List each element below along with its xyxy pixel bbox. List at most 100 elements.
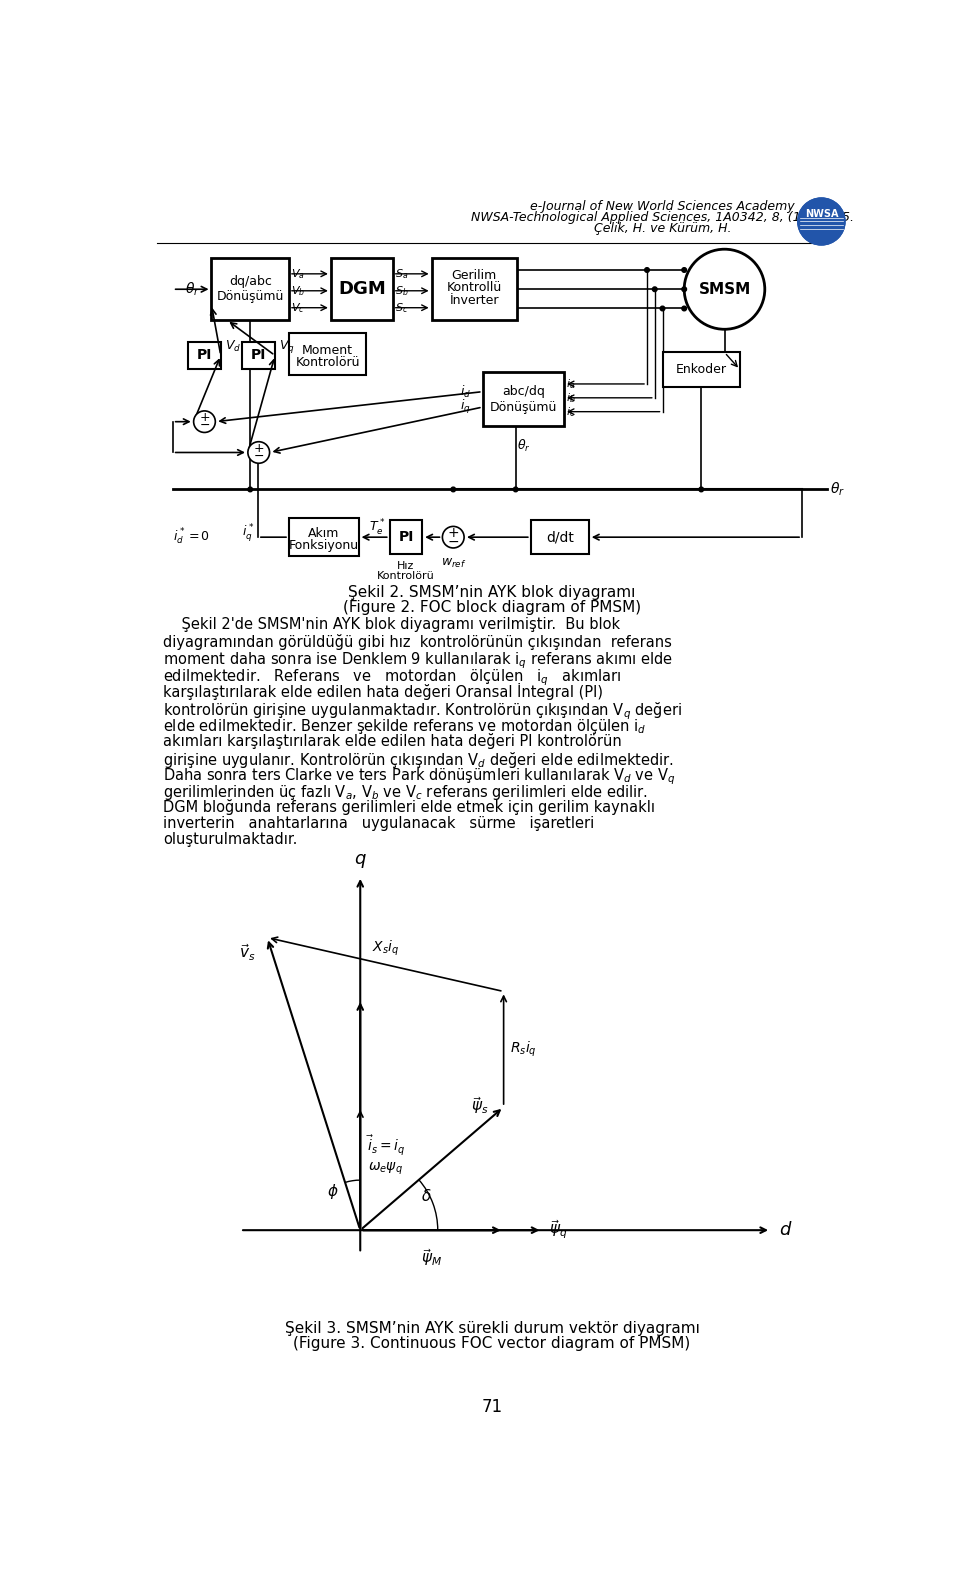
- Text: Hız: Hız: [397, 561, 415, 570]
- Text: elde edilmektedir. Benzer şekilde referans ve motordan ölçülen i$_d$: elde edilmektedir. Benzer şekilde refera…: [163, 717, 647, 736]
- Bar: [662, 353, 740, 388]
- Circle shape: [248, 488, 252, 491]
- Text: d: d: [779, 1222, 790, 1239]
- Circle shape: [682, 288, 686, 291]
- Text: $\phi$: $\phi$: [327, 1182, 339, 1201]
- Text: dq/abc: dq/abc: [228, 275, 272, 288]
- Text: karşılaştırılarak elde edilen hata değeri Oransal İntegral (PI): karşılaştırılarak elde edilen hata değer…: [163, 683, 604, 701]
- Text: $V_b$: $V_b$: [291, 284, 305, 297]
- Text: $V_q$: $V_q$: [278, 338, 295, 354]
- Text: $T_e^*$: $T_e^*$: [370, 518, 386, 539]
- Text: e-Journal of New World Sciences Academy: e-Journal of New World Sciences Academy: [530, 200, 795, 213]
- Bar: [188, 342, 221, 369]
- Text: moment daha sonra ise Denklem 9 kullanılarak i$_q$ referans akımı elde: moment daha sonra ise Denklem 9 kullanıl…: [163, 650, 673, 671]
- Text: diyagramından görüldüğü gibi hız  kontrolörünün çıkışından  referans: diyagramından görüldüğü gibi hız kontrol…: [163, 634, 672, 650]
- Text: +: +: [447, 526, 459, 540]
- Circle shape: [194, 412, 215, 432]
- Text: $i_c$: $i_c$: [566, 405, 576, 418]
- Circle shape: [699, 488, 704, 491]
- Text: $\theta_r$: $\theta_r$: [516, 439, 530, 454]
- Text: $\delta$: $\delta$: [420, 1187, 431, 1203]
- Text: $S_b$: $S_b$: [396, 284, 409, 297]
- Text: Enkoder: Enkoder: [676, 364, 727, 377]
- Text: Dönüşümü: Dönüşümü: [490, 400, 557, 413]
- Text: $\vec{\psi}_q$: $\vec{\psi}_q$: [548, 1219, 567, 1241]
- Text: kontrolörün girişine uygulanmaktadır. Kontrolörün çıkışından V$_q$ değeri: kontrolörün girişine uygulanmaktadır. Ko…: [163, 701, 683, 721]
- Text: girişine uygulanır. Kontrolörün çıkışından V$_d$ değeri elde edilmektedir.: girişine uygulanır. Kontrolörün çıkışınd…: [163, 750, 675, 769]
- Bar: [289, 334, 367, 375]
- Bar: [211, 259, 289, 319]
- Text: $\vec{v}_s$: $\vec{v}_s$: [239, 942, 255, 963]
- Text: $i_b$: $i_b$: [566, 391, 576, 405]
- Text: $\vec{\psi}_s$: $\vec{\psi}_s$: [470, 1095, 488, 1117]
- Text: $S_c$: $S_c$: [396, 300, 408, 315]
- Text: q: q: [354, 850, 366, 868]
- Text: inverterin   anahtarlarına   uygulanacak   sürme   işaretleri: inverterin anahtarlarına uygulanacak sür…: [163, 815, 594, 831]
- Text: PI: PI: [251, 348, 267, 362]
- Text: −: −: [253, 450, 264, 462]
- Text: +: +: [199, 412, 210, 424]
- Text: −: −: [447, 535, 459, 548]
- Text: $i_d^*=0$: $i_d^*=0$: [173, 528, 210, 547]
- Text: d/dt: d/dt: [546, 531, 574, 543]
- Text: abc/dq: abc/dq: [502, 385, 545, 399]
- Text: (Figure 3. Continuous FOC vector diagram of PMSM): (Figure 3. Continuous FOC vector diagram…: [294, 1336, 690, 1351]
- Text: Kontrolörü: Kontrolörü: [377, 570, 435, 580]
- Text: Şekil 3. SMSM’nin AYK sürekli durum vektör diyagramı: Şekil 3. SMSM’nin AYK sürekli durum vekt…: [284, 1320, 700, 1336]
- Text: $i_d$: $i_d$: [460, 383, 471, 400]
- Text: Akım: Akım: [308, 528, 340, 540]
- Text: edilmektedir.   Referans   ve   motordan   ölçülen   i$_q$   akımları: edilmektedir. Referans ve motordan ölçül…: [163, 667, 621, 688]
- Text: Daha sonra ters Clarke ve ters Park dönüşümleri kullanılarak V$_d$ ve V$_q$: Daha sonra ters Clarke ve ters Park dönü…: [163, 766, 676, 787]
- Bar: [243, 342, 275, 369]
- Text: Dönüşümü: Dönüşümü: [217, 291, 284, 303]
- Text: SMSM: SMSM: [698, 281, 751, 297]
- Text: DGM bloğunda referans gerilimleri elde etmek için gerilim kaynaklı: DGM bloğunda referans gerilimleri elde e…: [163, 799, 656, 815]
- Text: (Figure 2. FOC block diagram of PMSM): (Figure 2. FOC block diagram of PMSM): [343, 601, 641, 615]
- Text: İnverter: İnverter: [449, 294, 499, 307]
- Text: Fonksiyonu: Fonksiyonu: [289, 539, 359, 551]
- Text: PI: PI: [398, 531, 414, 543]
- Text: Şekil 2. SMSM’nin AYK blok diyagramı: Şekil 2. SMSM’nin AYK blok diyagramı: [348, 585, 636, 601]
- Text: DGM: DGM: [338, 280, 386, 299]
- Bar: [531, 520, 588, 555]
- Text: Şekil 2'de SMSM'nin AYK blok diyagramı verilmiştir.  Bu blok: Şekil 2'de SMSM'nin AYK blok diyagramı v…: [163, 617, 620, 632]
- Text: Gerilim: Gerilim: [451, 269, 497, 281]
- Text: $X_si_q$: $X_si_q$: [372, 939, 399, 958]
- Bar: [483, 372, 564, 426]
- Circle shape: [653, 288, 657, 291]
- Text: $i_a$: $i_a$: [566, 377, 576, 391]
- Bar: [289, 518, 359, 556]
- Text: $S_a$: $S_a$: [396, 267, 408, 281]
- Text: $R_si_q$: $R_si_q$: [510, 1039, 537, 1058]
- Text: $\omega_e\psi_q$: $\omega_e\psi_q$: [368, 1160, 403, 1177]
- Text: NWSA: NWSA: [804, 208, 838, 219]
- Text: $\theta_r$: $\theta_r$: [184, 281, 200, 299]
- Text: Kontrolörü: Kontrolörü: [296, 356, 360, 369]
- Text: $V_d$: $V_d$: [225, 338, 241, 354]
- Text: oluşturulmaktadır.: oluşturulmaktadır.: [163, 833, 298, 847]
- Bar: [432, 259, 516, 319]
- Text: $w_{ref}$: $w_{ref}$: [441, 556, 466, 569]
- Text: $i_q$: $i_q$: [461, 399, 471, 416]
- Circle shape: [451, 488, 456, 491]
- Text: 71: 71: [481, 1398, 503, 1416]
- Circle shape: [682, 307, 686, 311]
- Text: Moment: Moment: [302, 343, 353, 356]
- Text: NWSA-Technological Applied Sciences, 1A0342, 8, (1), 67-85.: NWSA-Technological Applied Sciences, 1A0…: [471, 211, 854, 224]
- Circle shape: [645, 267, 649, 272]
- Circle shape: [443, 526, 464, 548]
- Text: $\theta_r$: $\theta_r$: [829, 481, 845, 497]
- Circle shape: [684, 249, 765, 329]
- Bar: [331, 259, 393, 319]
- Bar: [390, 520, 422, 555]
- Text: $V_a$: $V_a$: [291, 267, 305, 281]
- Circle shape: [514, 488, 518, 491]
- Circle shape: [798, 199, 845, 245]
- Circle shape: [798, 199, 845, 245]
- Text: $\vec{\psi}_M$: $\vec{\psi}_M$: [421, 1247, 443, 1268]
- Text: $\vec{i}_s=i_q$: $\vec{i}_s=i_q$: [367, 1133, 406, 1157]
- Text: −: −: [200, 419, 209, 432]
- Circle shape: [682, 267, 686, 272]
- Text: Kontrollü: Kontrollü: [446, 281, 502, 294]
- Text: +: +: [253, 442, 264, 454]
